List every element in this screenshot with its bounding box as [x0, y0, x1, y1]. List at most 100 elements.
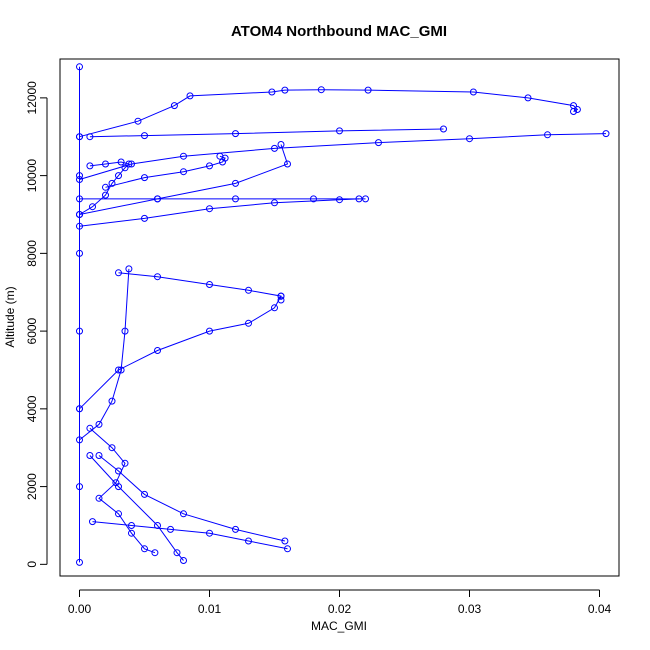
data-point [271, 304, 278, 312]
series-11 [86, 452, 187, 564]
data-point [336, 127, 343, 135]
data-point [115, 510, 122, 518]
data-point [102, 191, 109, 199]
data-point [86, 133, 94, 141]
data-point [180, 510, 187, 518]
series-line [79, 161, 130, 215]
data-point [76, 195, 83, 203]
series-8 [76, 292, 285, 413]
series-line [89, 455, 184, 561]
data-point [154, 347, 161, 354]
data-point [170, 102, 178, 110]
y-tick-label: 8000 [25, 240, 39, 267]
data-point [115, 172, 122, 180]
data-point [268, 88, 276, 96]
y-axis: 0 2000 4000 6000 8000 10000 12000 [25, 81, 48, 568]
data-point [115, 483, 122, 491]
chart-title: ATOM4 Northbound MAC_GMI [231, 23, 447, 40]
data-point [76, 405, 83, 413]
data-point [108, 397, 116, 405]
data-point [245, 319, 252, 327]
data-point [173, 549, 181, 557]
data-point [121, 459, 129, 467]
series-12 [95, 452, 289, 545]
data-point [206, 162, 213, 170]
data-point [440, 125, 447, 133]
series-15 [76, 141, 291, 218]
plot-frame [59, 58, 620, 577]
data-point [180, 152, 187, 160]
series-line [79, 295, 282, 410]
data-point [76, 327, 83, 335]
data-point [232, 130, 239, 138]
data-point [573, 106, 581, 113]
data-point [115, 269, 122, 277]
y-tick-label: 12000 [25, 81, 39, 115]
data-point [271, 144, 278, 152]
series-10 [89, 518, 291, 553]
data-point [206, 281, 213, 288]
y-tick-label: 6000 [25, 317, 39, 344]
data-point [86, 162, 94, 170]
x-tick-label: 0.00 [68, 602, 92, 616]
data-point [186, 92, 194, 100]
series-6 [102, 152, 229, 191]
data-point [245, 286, 252, 294]
data-point [76, 211, 83, 218]
data-point [466, 135, 473, 143]
data-point [76, 436, 83, 444]
x-tick-label: 0.01 [198, 602, 222, 616]
series-line [105, 155, 226, 188]
series-line [79, 144, 289, 215]
series-7 [115, 269, 285, 304]
data-point [102, 183, 109, 191]
data-point [121, 327, 129, 335]
data-point [154, 522, 161, 529]
series-line [79, 89, 579, 138]
data-point [76, 483, 83, 491]
data-point [362, 195, 369, 203]
series-line [79, 133, 607, 180]
data-point [602, 130, 610, 138]
data-point [284, 545, 291, 553]
x-tick-label: 0.02 [328, 602, 352, 616]
x-axis: 0.00 0.01 0.02 0.03 0.04 [68, 589, 612, 616]
data-point [117, 158, 125, 166]
x-axis-label: MAC_GMI [311, 619, 367, 633]
series-line [118, 272, 282, 300]
data-point [469, 88, 477, 96]
data-point [76, 176, 83, 183]
data-point [128, 522, 135, 529]
data-point [141, 132, 148, 140]
data-point [180, 557, 187, 564]
data-point [281, 86, 289, 94]
data-point [76, 249, 83, 257]
data-point [76, 172, 83, 180]
series-13 [76, 265, 133, 444]
data-point [76, 133, 83, 141]
data-point [117, 366, 125, 374]
data-point [232, 179, 239, 187]
data-point [154, 273, 161, 281]
data-point [167, 525, 174, 533]
data-point [154, 195, 161, 203]
data-point [364, 86, 372, 94]
data-point [277, 292, 285, 300]
series-4 [76, 195, 363, 230]
data-point [336, 196, 343, 204]
y-tick-label: 0 [25, 561, 39, 568]
data-point [544, 131, 551, 139]
data-point [134, 117, 142, 125]
series-line [89, 128, 444, 138]
data-point [375, 139, 382, 147]
data-point [76, 222, 83, 230]
y-axis-label: Altitude (m) [3, 286, 17, 347]
series-line [98, 455, 286, 542]
data-point [281, 537, 289, 545]
data-point [102, 160, 109, 168]
series-line [79, 268, 130, 441]
series-layer [76, 63, 610, 566]
y-tick-label: 10000 [25, 159, 39, 193]
